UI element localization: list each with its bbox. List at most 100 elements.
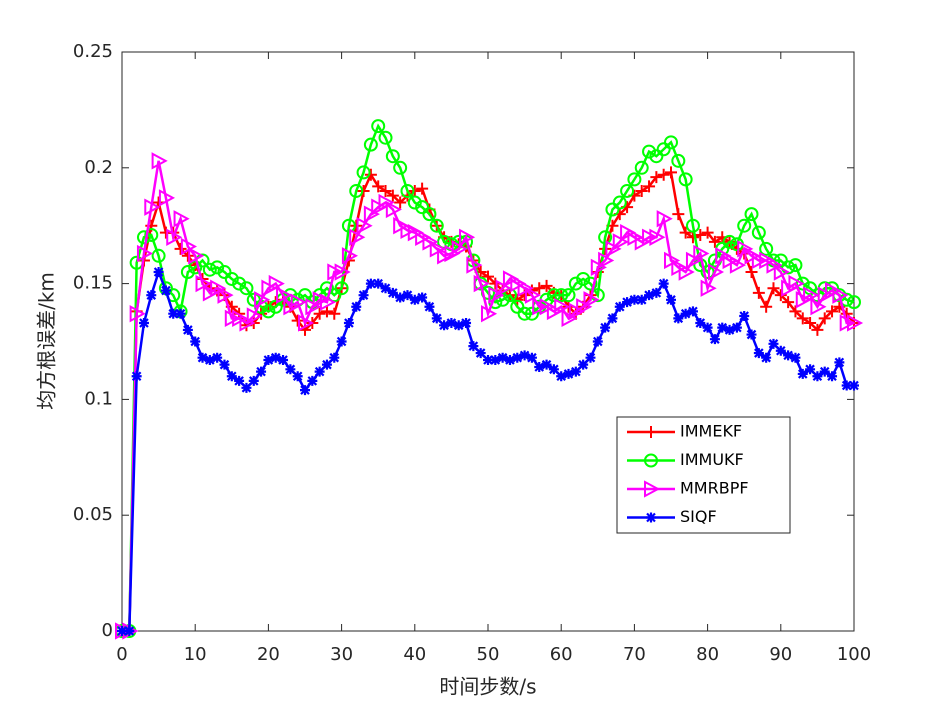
marker xyxy=(334,281,349,296)
marker-shape xyxy=(634,160,649,175)
marker-shape xyxy=(517,306,532,321)
marker xyxy=(417,292,428,303)
marker-shape xyxy=(385,149,400,164)
marker-shape xyxy=(760,300,773,313)
marker xyxy=(350,219,363,232)
marker-shape xyxy=(673,313,684,324)
marker xyxy=(796,312,809,325)
marker xyxy=(248,375,259,386)
marker-shape xyxy=(217,265,232,280)
marker xyxy=(797,368,808,379)
marker xyxy=(217,286,234,304)
marker xyxy=(753,348,764,359)
marker xyxy=(634,160,649,175)
marker xyxy=(658,278,669,289)
marker-shape xyxy=(446,317,457,328)
marker xyxy=(320,305,333,318)
marker-shape xyxy=(600,322,611,333)
marker-shape xyxy=(629,294,640,305)
y-tick-label: 0.25 xyxy=(73,41,113,62)
marker xyxy=(751,225,766,240)
marker-shape xyxy=(453,320,464,331)
marker-shape xyxy=(658,278,669,289)
marker-shape xyxy=(707,263,725,281)
marker-shape xyxy=(138,317,149,328)
marker-shape xyxy=(644,453,658,468)
marker-shape xyxy=(847,295,861,310)
marker xyxy=(695,317,706,328)
marker-shape xyxy=(204,355,215,366)
legend-label: IMMEKF xyxy=(680,422,742,441)
marker xyxy=(180,265,195,280)
marker xyxy=(202,262,217,277)
marker-shape xyxy=(685,218,700,233)
marker-shape xyxy=(416,182,429,195)
marker xyxy=(372,180,385,193)
marker xyxy=(136,244,154,263)
marker-shape xyxy=(166,228,183,246)
marker-shape xyxy=(144,227,159,242)
marker-shape xyxy=(136,230,151,245)
marker xyxy=(400,183,415,198)
marker-shape xyxy=(533,282,546,295)
marker xyxy=(217,265,232,280)
marker xyxy=(473,274,490,293)
marker-shape xyxy=(409,294,420,305)
marker-shape xyxy=(285,364,296,375)
marker-shape xyxy=(131,371,142,382)
marker-shape xyxy=(394,196,407,209)
marker xyxy=(673,313,684,324)
marker xyxy=(422,207,437,222)
x-tick-label: 0 xyxy=(116,644,127,665)
marker-shape xyxy=(510,299,525,314)
marker xyxy=(524,306,539,321)
marker xyxy=(643,180,656,193)
marker-shape xyxy=(439,320,450,331)
marker-shape xyxy=(540,279,553,292)
marker xyxy=(334,263,351,281)
marker xyxy=(657,168,670,181)
marker xyxy=(759,241,774,256)
marker-shape xyxy=(174,242,187,255)
marker xyxy=(446,317,457,328)
marker-shape xyxy=(666,294,676,305)
marker xyxy=(744,207,759,222)
marker-shape xyxy=(649,149,664,164)
marker xyxy=(746,329,757,340)
marker-shape xyxy=(343,317,354,328)
marker xyxy=(144,227,159,242)
marker-shape xyxy=(481,305,498,323)
marker-shape xyxy=(387,287,398,298)
marker xyxy=(363,137,378,152)
marker xyxy=(645,426,657,438)
marker-shape xyxy=(495,292,510,307)
marker xyxy=(453,320,464,331)
marker xyxy=(349,183,364,198)
marker xyxy=(181,249,194,262)
marker-shape xyxy=(319,293,337,311)
marker xyxy=(224,271,239,286)
marker xyxy=(570,366,581,377)
marker xyxy=(232,276,247,291)
marker-shape xyxy=(783,350,794,361)
marker-shape xyxy=(151,152,168,170)
marker-shape xyxy=(241,382,252,393)
marker-shape xyxy=(812,371,823,382)
marker-shape xyxy=(234,375,245,386)
marker-shape xyxy=(151,248,166,263)
marker xyxy=(117,626,127,636)
marker-shape xyxy=(646,512,656,523)
marker-shape xyxy=(819,366,830,377)
marker xyxy=(583,291,600,309)
marker xyxy=(614,301,625,312)
marker-shape xyxy=(364,168,377,181)
marker-shape xyxy=(568,276,583,291)
marker-shape xyxy=(773,263,790,281)
marker xyxy=(234,375,245,386)
marker xyxy=(409,294,420,305)
marker xyxy=(680,308,691,319)
marker xyxy=(190,336,201,347)
marker-shape xyxy=(385,200,402,219)
marker-shape xyxy=(341,247,359,265)
marker xyxy=(541,359,552,370)
